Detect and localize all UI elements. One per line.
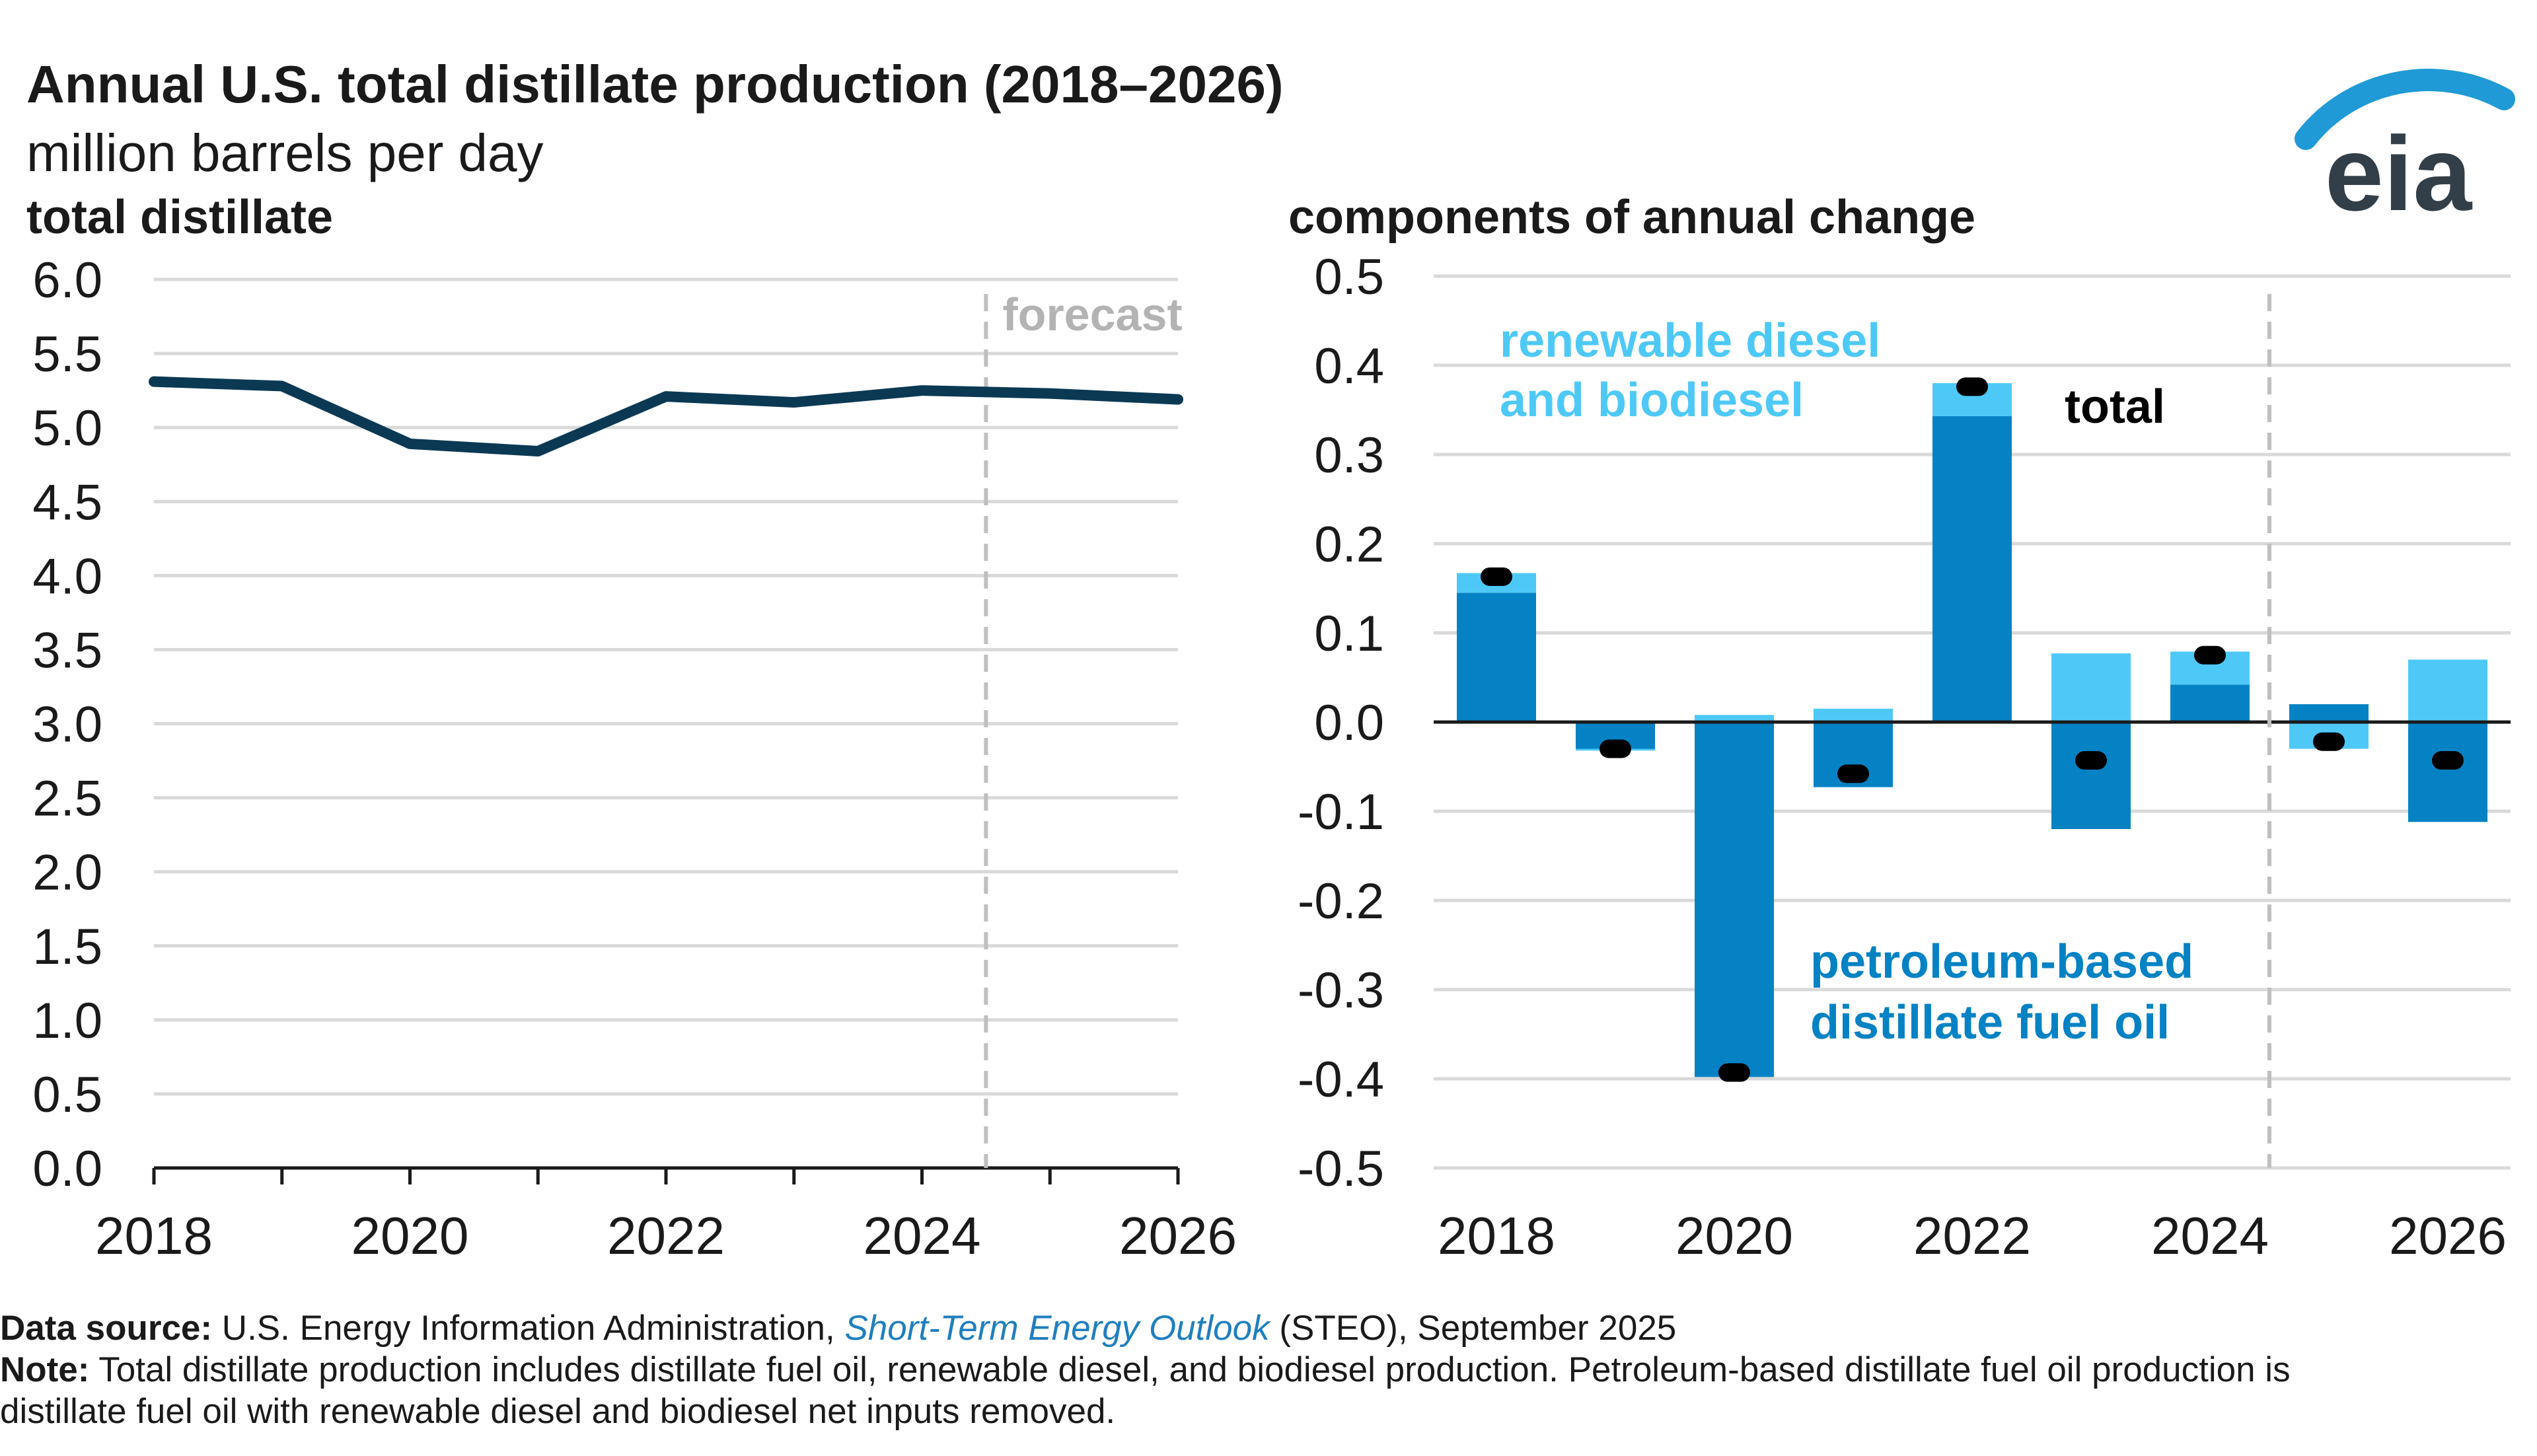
y-tick-label: 0.1 <box>1314 606 1384 662</box>
x-tick-label: 2026 <box>1119 1206 1237 1265</box>
source-label: Data source: <box>0 1309 213 1348</box>
x-tick-label: 2020 <box>1675 1206 1793 1265</box>
eia-logo-arc <box>2295 69 2515 150</box>
source-date: (STEO), September 2025 <box>1279 1309 1677 1348</box>
x-tick-label: 2022 <box>1913 1206 2031 1265</box>
bar-renewable-2020 <box>1695 715 1774 722</box>
bar-petroleum-2023 <box>2051 722 2131 829</box>
y-tick-label: 0.3 <box>1314 427 1384 484</box>
note-text-1: Total distillate production includes dis… <box>98 1350 2291 1389</box>
source-text: U.S. Energy Information Administration, <box>221 1309 835 1348</box>
x-tick-label: 2018 <box>95 1206 213 1265</box>
total-marker-2026 <box>2432 751 2464 770</box>
y-tick-label: 2.0 <box>32 845 102 901</box>
petroleum-label-line-2: distillate fuel oil <box>1810 996 2170 1049</box>
y-tick-label: 6.0 <box>32 252 102 309</box>
bar-renewable-2021 <box>1814 708 1893 722</box>
y-tick-label: -0.4 <box>1298 1052 1384 1108</box>
y-tick-label: 2.5 <box>32 771 102 827</box>
y-tick-label: -0.5 <box>1298 1141 1384 1197</box>
y-tick-label: 5.5 <box>32 326 102 382</box>
chart-title: Annual U.S. total distillate production … <box>26 55 1284 114</box>
total-marker-2022 <box>1956 377 1988 396</box>
y-tick-label: 3.5 <box>32 622 102 678</box>
line-chart: 0.0 0.5 1.0 1.5 2.0 2.5 3.0 3.5 4.0 4.5 5.0 5.5 6.0 2… <box>32 252 1237 1265</box>
bar-petroleum-2026 <box>2408 722 2487 822</box>
total-marker-2020 <box>1718 1063 1750 1082</box>
note-line-1: Note: Total distillate production includ… <box>0 1350 2291 1390</box>
note-label: Note: <box>0 1350 90 1389</box>
petroleum-label-line-1: petroleum-based <box>1810 935 2193 988</box>
y-tick-label: 4.0 <box>32 548 102 604</box>
x-tick-label: 2020 <box>351 1206 469 1265</box>
total-marker-2019 <box>1599 739 1631 758</box>
forecast-label: forecast <box>1002 289 1182 340</box>
bar-renewable-2023 <box>2051 653 2131 722</box>
y-tick-label: 0.0 <box>1314 695 1384 751</box>
y-tick-label: 0.0 <box>32 1141 102 1197</box>
left-panel-title: total distillate <box>26 191 334 244</box>
total-marker-2024 <box>2194 645 2226 665</box>
bar-petroleum-2025 <box>2289 704 2369 722</box>
note-line-2: distillate fuel oil with renewable diese… <box>0 1391 1115 1432</box>
eia-logo-text: eia <box>2325 114 2472 233</box>
renewable-label-line-2: and biodiesel <box>1500 374 1804 427</box>
x-tick-label: 2024 <box>864 1206 981 1265</box>
data-source: Data source: U.S. Energy Information Adm… <box>0 1308 1676 1348</box>
note-text-2: distillate fuel oil with renewable diese… <box>0 1392 1116 1431</box>
bar-petroleum-2022 <box>1932 416 2012 722</box>
total-marker-2018 <box>1481 567 1512 586</box>
y-tick-label: 0.4 <box>1314 338 1384 394</box>
y-tick-label: -0.2 <box>1298 873 1384 929</box>
total-distillate-line <box>149 376 1183 457</box>
bar-petroleum-2018 <box>1457 593 1536 722</box>
bar-chart: 0.5 0.4 0.3 0.2 0.1 0.0 -0.1 -0.2 -0.3 -0.4 -0.5 20… <box>1298 249 2511 1265</box>
y-tick-label: 3.0 <box>32 697 102 753</box>
bar-renewable-2026 <box>2408 659 2487 722</box>
right-panel-title: components of annual change <box>1288 191 1976 244</box>
y-tick-label: -0.3 <box>1298 963 1384 1019</box>
steo-link[interactable]: Short-Term Energy Outlook <box>844 1309 1270 1348</box>
y-tick-label: 0.2 <box>1314 517 1384 573</box>
bar-petroleum-2024 <box>2170 684 2250 722</box>
y-tick-label: 0.5 <box>1314 249 1384 305</box>
y-tick-label: 0.5 <box>32 1067 102 1123</box>
eia-logo: eia <box>2295 69 2515 233</box>
x-tick-label: 2022 <box>607 1206 725 1265</box>
y-tick-label: -0.1 <box>1298 784 1384 840</box>
total-marker-2023 <box>2075 751 2107 770</box>
y-tick-label: 4.5 <box>32 474 102 530</box>
y-tick-label: 1.0 <box>32 993 102 1049</box>
x-tick-label: 2018 <box>1438 1206 1555 1265</box>
total-label: total <box>2065 381 2165 433</box>
renewable-label-line-1: renewable diesel <box>1500 314 1880 367</box>
x-tick-label: 2024 <box>2151 1206 2269 1265</box>
total-marker-2021 <box>1837 764 1869 783</box>
y-tick-label: 5.0 <box>32 400 102 456</box>
x-tick-label: 2026 <box>2389 1206 2507 1265</box>
total-marker-2025 <box>2313 732 2345 751</box>
y-tick-label: 1.5 <box>32 919 102 975</box>
bar-petroleum-2020 <box>1695 722 1774 1077</box>
chart-subtitle: million barrels per day <box>26 124 544 182</box>
